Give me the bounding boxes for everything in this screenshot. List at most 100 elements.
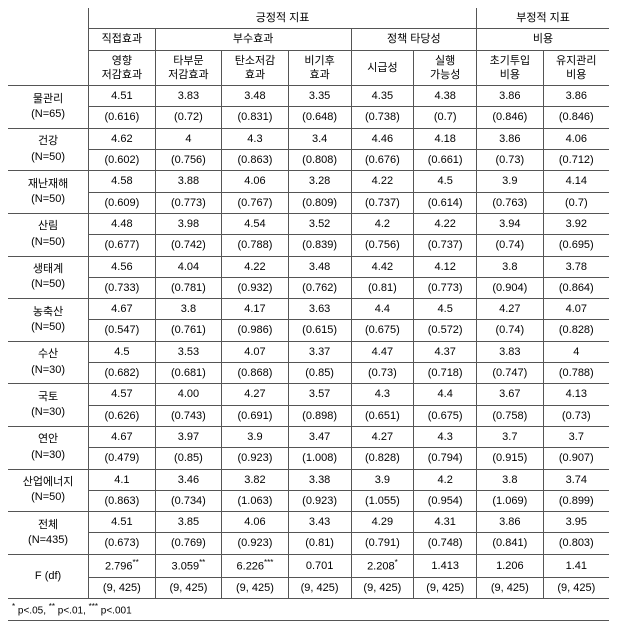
row-name: 생태계 — [33, 263, 63, 275]
cell-sd: (0.839) — [288, 235, 351, 256]
cell-sd: (0.74) — [477, 235, 544, 256]
row-name: 산업에너지 — [23, 476, 74, 488]
table-row: 생태계(N=50)4.564.044.223.484.424.123.83.78 — [8, 256, 609, 277]
cell-sd: (0.846) — [477, 107, 544, 128]
row-name: 재난재해 — [28, 178, 68, 190]
cell-mean: 3.86 — [477, 86, 544, 107]
cell-sd: (1.055) — [351, 490, 414, 511]
row-name: 전체 — [38, 519, 58, 531]
table-body: 물관리(N=65)4.513.833.483.354.354.383.863.8… — [8, 86, 609, 599]
row-header: 물관리(N=65) — [8, 86, 89, 129]
col-2: 타부문저감효과 — [155, 50, 222, 86]
row-header-f: F (df) — [8, 554, 89, 598]
col-8: 유지관리비용 — [543, 50, 609, 86]
table-row: 농축산(N=50)4.673.84.173.634.44.54.274.07 — [8, 299, 609, 320]
cell-sd: (0.794) — [414, 448, 477, 469]
row-name: 연안 — [38, 433, 58, 445]
cell-mean: 4.06 — [543, 128, 609, 149]
cell-sd: (0.756) — [351, 235, 414, 256]
row-name: 국토 — [38, 391, 58, 403]
cell-mean: 3.86 — [477, 128, 544, 149]
row-header: 재난재해(N=50) — [8, 171, 89, 214]
data-table: 긍정적 지표 부정적 지표 직접효과 부수효과 정책 타당성 비용 영향저감효과… — [8, 8, 609, 621]
cell-sd: (0.734) — [155, 490, 222, 511]
cell-mean: 3.43 — [288, 512, 351, 533]
cell-df: (9, 425) — [477, 577, 544, 598]
row-n: (N=50) — [31, 491, 65, 503]
cell-sd: (0.733) — [89, 277, 156, 298]
cell-sd: (0.677) — [89, 235, 156, 256]
cell-mean: 3.86 — [543, 86, 609, 107]
cell-mean: 3.9 — [351, 469, 414, 490]
cell-mean: 4.1 — [89, 469, 156, 490]
cell-mean: 4.22 — [414, 213, 477, 234]
cell-sd: (0.72) — [155, 107, 222, 128]
row-name: 농축산 — [33, 306, 63, 318]
cell-mean: 4.37 — [414, 341, 477, 362]
cell-mean: 3.8 — [155, 299, 222, 320]
row-name: 산림 — [38, 220, 58, 232]
cell-mean: 3.53 — [155, 341, 222, 362]
cell-mean: 4.22 — [351, 171, 414, 192]
cell-mean: 3.7 — [543, 426, 609, 447]
row-header: 연안(N=30) — [8, 426, 89, 469]
table-row: (0.863)(0.734)(1.063)(0.923)(1.055)(0.95… — [8, 490, 609, 511]
col-6: 실행가능성 — [414, 50, 477, 86]
cell-mean: 4.29 — [351, 512, 414, 533]
col-5: 시급성 — [351, 50, 414, 86]
table-row: (0.616)(0.72)(0.831)(0.648)(0.738)(0.7)(… — [8, 107, 609, 128]
cell-mean: 4.4 — [414, 384, 477, 405]
cell-sd: (0.923) — [222, 533, 289, 554]
cell-mean: 4.67 — [89, 426, 156, 447]
table-row: (0.602)(0.756)(0.863)(0.808)(0.676)(0.66… — [8, 150, 609, 171]
cell-mean: 4.48 — [89, 213, 156, 234]
cell-sd: (0.738) — [351, 107, 414, 128]
corner-blank — [8, 8, 89, 86]
row-header: 건강(N=50) — [8, 128, 89, 171]
cell-sd: (0.904) — [477, 277, 544, 298]
cell-mean: 4.42 — [351, 256, 414, 277]
row-n: (N=50) — [31, 278, 65, 290]
cell-sd: (0.767) — [222, 192, 289, 213]
cell-mean: 4.27 — [222, 384, 289, 405]
cell-mean: 4.58 — [89, 171, 156, 192]
cell-sd: (0.675) — [351, 320, 414, 341]
row-n: (N=30) — [31, 364, 65, 376]
cell-df: (9, 425) — [89, 577, 156, 598]
cell-sd: (0.73) — [543, 405, 609, 426]
cell-sd: (0.907) — [543, 448, 609, 469]
cell-sd: (0.773) — [414, 277, 477, 298]
cell-sd: (0.762) — [288, 277, 351, 298]
cell-mean: 4.2 — [351, 213, 414, 234]
cell-sd: (0.572) — [414, 320, 477, 341]
cell-sd: (0.986) — [222, 320, 289, 341]
cell-mean: 4.56 — [89, 256, 156, 277]
cell-sd: (0.781) — [155, 277, 222, 298]
row-name: 수산 — [38, 348, 58, 360]
cell-mean: 4.38 — [414, 86, 477, 107]
cell-mean: 3.47 — [288, 426, 351, 447]
table-row: (0.609)(0.773)(0.767)(0.809)(0.737)(0.61… — [8, 192, 609, 213]
cell-mean: 4.06 — [222, 171, 289, 192]
cell-sd: (0.676) — [351, 150, 414, 171]
table-row: 산림(N=50)4.483.984.543.524.24.223.943.92 — [8, 213, 609, 234]
cell-mean: 3.86 — [477, 512, 544, 533]
cell-mean: 4.07 — [222, 341, 289, 362]
cell-sd: (0.923) — [288, 490, 351, 511]
table-row: 재난재해(N=50)4.583.884.063.284.224.53.94.14 — [8, 171, 609, 192]
header-direct: 직접효과 — [89, 29, 156, 50]
cell-df: (9, 425) — [155, 577, 222, 598]
cell-sd: (0.682) — [89, 363, 156, 384]
table-row: (0.677)(0.742)(0.788)(0.839)(0.756)(0.73… — [8, 235, 609, 256]
table-row: 연안(N=30)4.673.973.93.474.274.33.73.7 — [8, 426, 609, 447]
cell-mean: 4.35 — [351, 86, 414, 107]
cell-mean: 4.51 — [89, 512, 156, 533]
header-negative: 부정적 지표 — [477, 8, 609, 29]
cell-mean: 3.37 — [288, 341, 351, 362]
cell-sd: (0.932) — [222, 277, 289, 298]
cell-f: 1.41 — [543, 554, 609, 577]
cell-sd: (0.673) — [89, 533, 156, 554]
cell-mean: 3.8 — [477, 256, 544, 277]
cell-mean: 3.92 — [543, 213, 609, 234]
cell-sd: (1.069) — [477, 490, 544, 511]
